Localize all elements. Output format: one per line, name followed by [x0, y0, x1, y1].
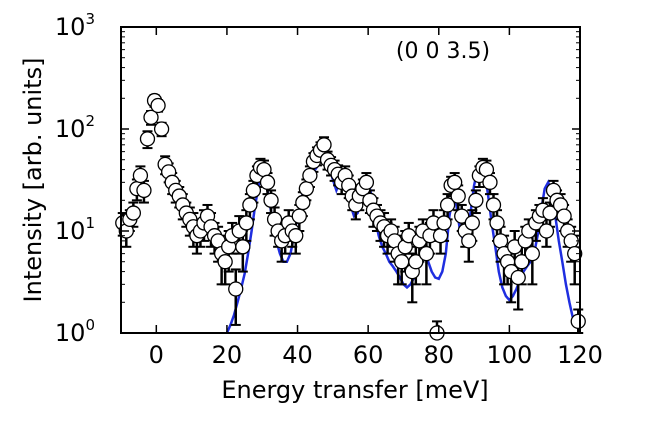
data-point	[136, 182, 152, 199]
data-point	[263, 192, 279, 208]
data-point	[259, 174, 276, 190]
data-point	[291, 208, 307, 224]
data-points-layer	[115, 92, 586, 341]
data-point	[125, 205, 142, 221]
data-point	[447, 174, 463, 190]
data-point	[468, 192, 484, 208]
data-point	[298, 181, 315, 197]
data-point	[489, 215, 505, 231]
plot-frame	[120, 26, 581, 334]
data-point	[139, 131, 156, 147]
data-point	[538, 223, 555, 239]
tick-labels-layer: 0 20 40 60 80 100 120 100 101 102 103	[55, 10, 603, 369]
y-tick-label: 103	[55, 10, 95, 41]
data-point	[514, 254, 530, 270]
x-axis-label: Energy transfer [meV]	[221, 376, 488, 404]
data-point	[485, 197, 502, 213]
y-axis-label: Intensity [arb. units]	[19, 58, 47, 303]
x-tick-label: 20	[212, 341, 243, 369]
data-point	[143, 109, 159, 126]
data-point	[316, 137, 332, 153]
data-point	[461, 233, 477, 249]
data-point	[482, 174, 498, 190]
data-point	[358, 174, 375, 190]
data-point	[436, 215, 452, 231]
data-point	[524, 245, 540, 262]
annotation-label: (0 0 3.5)	[396, 39, 490, 64]
data-point	[245, 182, 262, 199]
x-tick-label: 60	[353, 341, 384, 369]
data-point	[510, 269, 526, 286]
x-tick-label: 40	[282, 341, 313, 369]
data-point	[235, 239, 251, 255]
data-point	[454, 208, 470, 224]
data-point	[542, 205, 558, 221]
data-point	[302, 167, 318, 184]
data-point	[217, 254, 233, 270]
data-point	[256, 161, 272, 178]
data-point	[150, 97, 166, 114]
x-tick-label: 120	[557, 341, 603, 369]
data-point	[556, 208, 572, 224]
x-tick-label: 80	[423, 341, 454, 369]
data-point	[132, 167, 149, 184]
data-point	[567, 245, 583, 262]
x-tick-label: 0	[149, 341, 164, 369]
data-point	[288, 228, 304, 244]
data-point	[228, 281, 244, 297]
data-point	[439, 197, 456, 213]
data-point	[295, 194, 311, 211]
data-point	[450, 188, 466, 204]
y-tick-label: 102	[55, 112, 95, 143]
data-point	[408, 254, 424, 270]
data-point	[418, 245, 435, 262]
data-point	[570, 313, 586, 330]
data-point	[238, 215, 254, 231]
y-tick-label: 101	[55, 214, 95, 245]
data-point	[432, 228, 449, 244]
x-tick-label: 100	[486, 341, 532, 369]
data-point	[478, 161, 495, 178]
data-point	[492, 233, 509, 249]
data-point	[464, 215, 480, 231]
data-point	[242, 197, 258, 213]
y-tick-label: 100	[55, 316, 95, 347]
data-point	[153, 121, 170, 137]
ticks-layer	[121, 26, 581, 334]
